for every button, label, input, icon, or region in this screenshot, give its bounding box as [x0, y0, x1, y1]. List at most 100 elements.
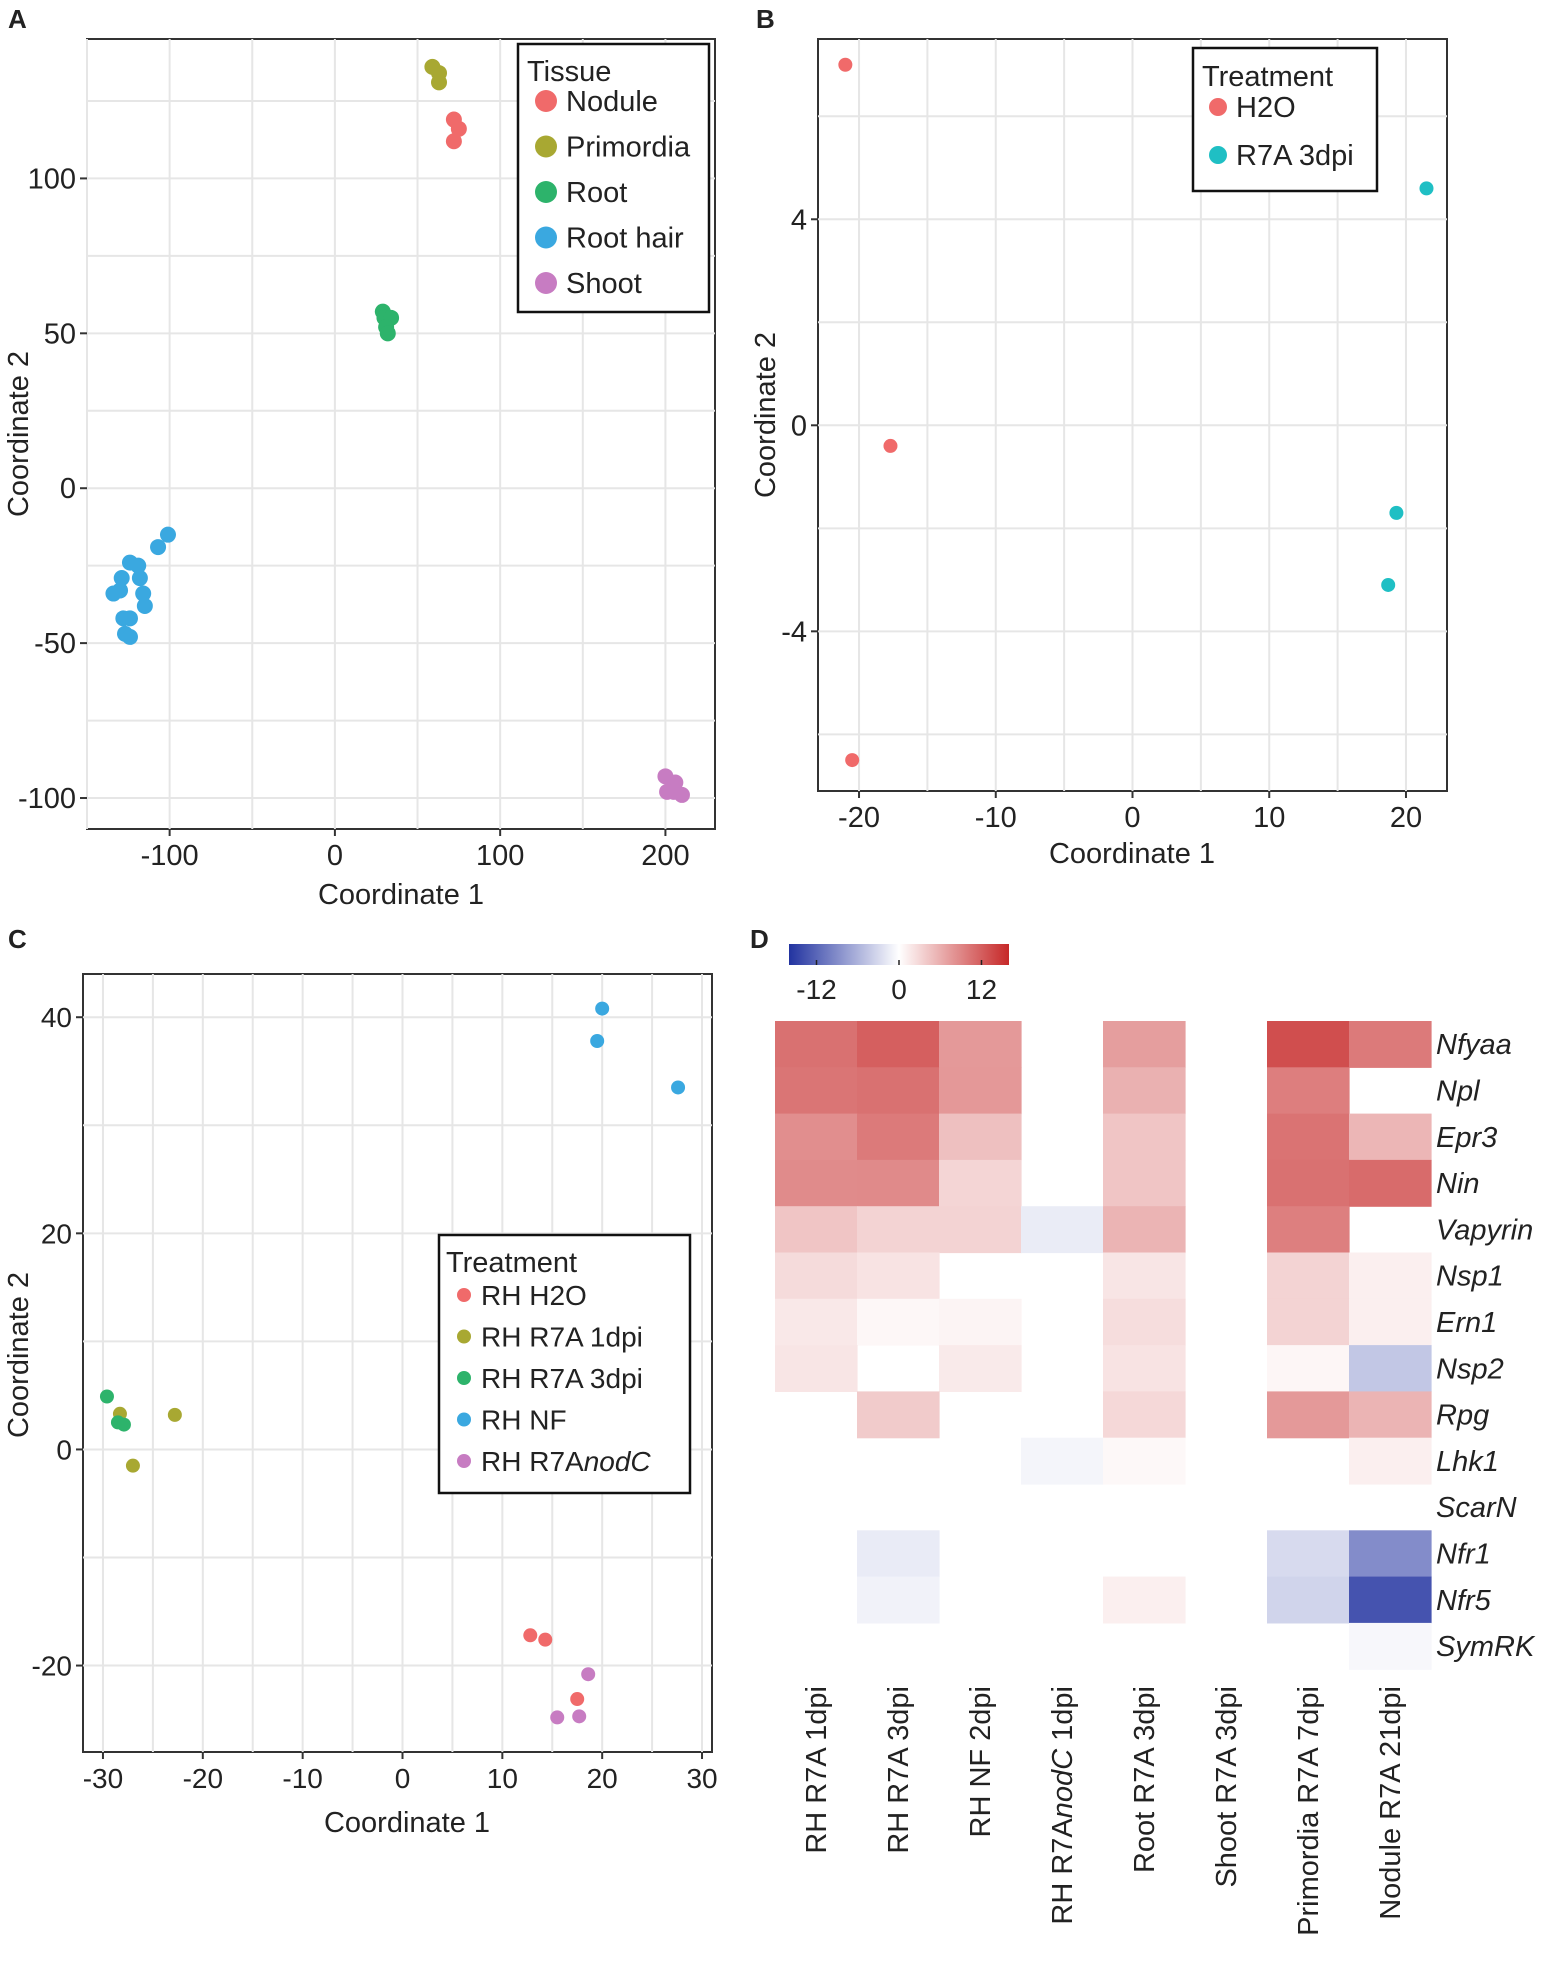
x-tick-label: 100	[476, 840, 524, 872]
row-label: Vapyrin	[1436, 1214, 1533, 1246]
legend-label: RH H2O	[481, 1280, 587, 1311]
column-label: Nodule R7A 21dpi	[1375, 1686, 1407, 1920]
x-tick-label: 30	[686, 1763, 717, 1794]
x-tick-label: -20	[183, 1763, 223, 1794]
row-label: Nin	[1436, 1168, 1480, 1200]
column-label: Root R7A 3dpi	[1129, 1686, 1161, 1873]
data-point	[445, 133, 462, 150]
heatmap-cell	[939, 1113, 1022, 1161]
heatmap-cell	[775, 1159, 858, 1207]
heatmap-cell	[1349, 1576, 1432, 1624]
panel-a: A -100 0 100 200 -100 -50 0 50 100 Coordinate 1…	[3, 4, 716, 911]
legend-label: Root	[566, 177, 627, 209]
heatmap-cell	[1267, 1113, 1350, 1161]
heatmap-cell	[1103, 1437, 1186, 1485]
colorbar-ticks: -12 0 12	[796, 960, 997, 1005]
heatmap-cell	[1349, 1437, 1432, 1485]
x-tick-label: -100	[141, 840, 199, 872]
heatmap-cell	[1349, 1113, 1432, 1161]
heatmap-cell	[1103, 1298, 1186, 1346]
legend-swatch	[535, 226, 557, 249]
x-tick-label: -10	[282, 1763, 322, 1794]
x-axis-label-b: Coordinate 1	[1049, 838, 1215, 870]
x-tick-label: 200	[641, 840, 689, 872]
heatmap-cell	[775, 1067, 858, 1115]
heatmap-cell	[939, 1206, 1022, 1254]
data-point	[135, 585, 152, 602]
data-point	[116, 1417, 131, 1432]
heatmap-cell	[1267, 1252, 1350, 1300]
data-point	[581, 1667, 596, 1682]
legend-swatch	[457, 1454, 471, 1468]
row-label: Nfr5	[1436, 1585, 1492, 1617]
data-point	[570, 1692, 585, 1707]
x-tick-label: -10	[975, 802, 1017, 834]
row-label: Epr3	[1436, 1122, 1497, 1154]
panel-label-b: B	[756, 4, 775, 34]
legend-label: RH R7A 3dpi	[481, 1363, 643, 1394]
data-point	[105, 585, 122, 602]
heatmap-row-labels: Nfyaa Npl Epr3 Nin Vapyrin Nsp1 Ern1 Nsp2 Rpg Lhk…	[1436, 1029, 1536, 1663]
points-c	[99, 1001, 686, 1725]
y-tick-label: 4	[791, 204, 807, 236]
heatmap-cell	[857, 1021, 940, 1068]
x-tick-label: -30	[83, 1763, 123, 1794]
heatmap-cell	[1103, 1206, 1186, 1254]
legend-label: RH NF	[481, 1405, 567, 1436]
legend-label: RH R7AnodC	[481, 1446, 651, 1477]
x-ticks-a: -100 0 100 200	[141, 829, 690, 872]
heatmap-cell	[857, 1159, 940, 1207]
panel-label-c: C	[8, 924, 27, 954]
heatmap-cell	[939, 1067, 1022, 1115]
x-tick-label: 0	[327, 840, 343, 872]
points-b	[838, 57, 1434, 768]
y-axis-label-c: Coordinate 2	[3, 1272, 35, 1438]
heatmap-cell	[1267, 1159, 1350, 1207]
legend-box-c	[437, 1233, 692, 1495]
x-tick-label: 20	[1390, 802, 1422, 834]
heatmap-cell	[1349, 1021, 1432, 1068]
heatmap-cell	[1103, 1067, 1186, 1115]
heatmap-cell	[1349, 1252, 1432, 1300]
heatmap-cell	[857, 1067, 940, 1115]
heatmap-cell	[857, 1113, 940, 1161]
y-tick-label: -4	[781, 616, 807, 648]
data-point	[136, 597, 153, 614]
row-label: Npl	[1436, 1075, 1481, 1107]
x-axis-label-c: Coordinate 1	[324, 1807, 490, 1839]
heatmap-cell	[939, 1021, 1022, 1068]
data-point	[130, 557, 147, 574]
heatmap-cell	[775, 1345, 858, 1392]
y-axis-label-b: Coordinate 2	[750, 332, 782, 498]
heatmap-cell	[1267, 1298, 1350, 1346]
heatmap-cell	[1021, 1206, 1104, 1254]
heatmap-cell	[1267, 1576, 1350, 1624]
heatmap-cell	[1267, 1530, 1350, 1578]
data-point	[538, 1632, 553, 1647]
x-tick-label: -20	[838, 802, 880, 834]
legend-label: Primordia	[566, 132, 691, 164]
data-point	[673, 786, 690, 803]
legend-entries-b: H2O R7A 3dpi	[1209, 92, 1354, 172]
heatmap-cell	[1103, 1391, 1186, 1439]
y-tick-label: -100	[18, 783, 76, 815]
legend-swatch	[457, 1288, 471, 1302]
heatmap-cell	[1349, 1622, 1432, 1670]
data-point	[523, 1628, 538, 1643]
legend-title-a: Tissue	[527, 56, 611, 88]
data-point	[1381, 577, 1396, 592]
heatmap-cell	[1349, 1391, 1432, 1439]
colorbar-tick-label: -12	[796, 974, 836, 1005]
x-axis-label-a: Coordinate 1	[318, 879, 484, 911]
legend-box-a	[516, 42, 711, 314]
heatmap-cell	[857, 1252, 940, 1300]
heatmap-cell	[1021, 1437, 1104, 1485]
heatmap-cell	[1349, 1345, 1432, 1392]
legend-b: Treatment H2O R7A 3dpi	[1191, 46, 1379, 193]
legend-label: Nodule	[566, 86, 658, 118]
heatmap-cell	[857, 1576, 940, 1624]
grid-a	[86, 39, 715, 829]
legend-label: RH R7A 1dpi	[481, 1322, 643, 1353]
row-label: Nfr1	[1436, 1538, 1491, 1570]
data-point	[150, 539, 167, 556]
